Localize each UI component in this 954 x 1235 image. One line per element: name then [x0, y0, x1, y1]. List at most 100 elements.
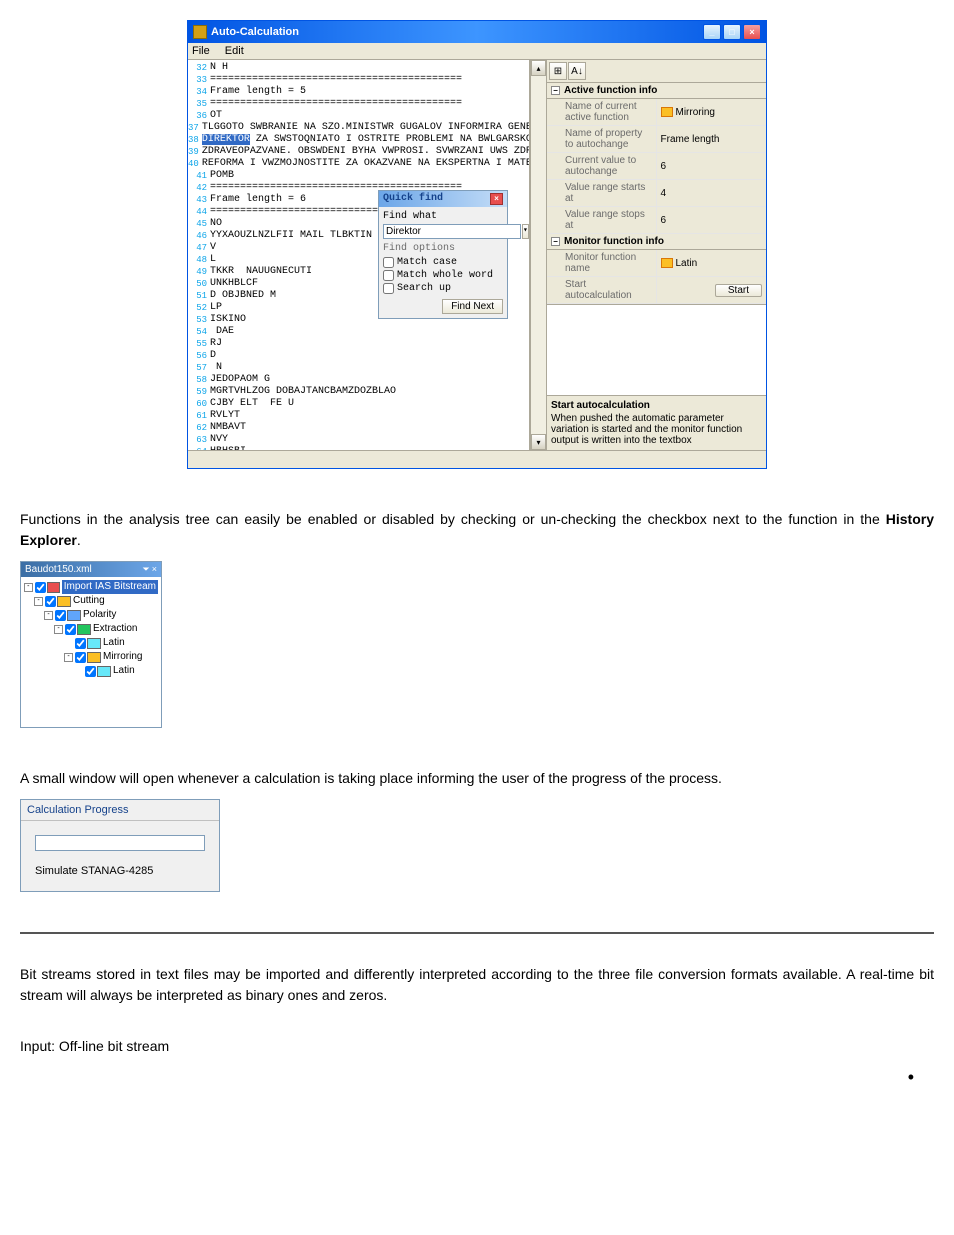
- prop-value[interactable]: Start: [657, 277, 767, 303]
- find-dropdown-button[interactable]: ▾: [522, 224, 529, 239]
- prop-row[interactable]: Monitor function nameLatin: [547, 250, 766, 277]
- tree-node-icon: [47, 582, 60, 593]
- line-number: 36: [188, 110, 210, 122]
- prop-value[interactable]: Latin: [657, 250, 767, 276]
- collapse-icon[interactable]: −: [551, 86, 560, 95]
- line-text: Frame length = 5: [210, 86, 529, 98]
- tree-toggle-icon[interactable]: -: [24, 583, 33, 592]
- editor-pane[interactable]: 32N H33=================================…: [188, 60, 530, 450]
- prop-category-active[interactable]: − Active function info: [547, 83, 766, 99]
- tree-checkbox[interactable]: [45, 596, 56, 607]
- editor-line[interactable]: 63NVY: [188, 434, 529, 446]
- tree-item[interactable]: -Mirroring: [24, 650, 158, 664]
- prop-row[interactable]: Start autocalculation Start: [547, 277, 766, 304]
- prop-row[interactable]: Current value to autochange6: [547, 153, 766, 180]
- tree-toggle-icon[interactable]: -: [54, 625, 63, 634]
- line-number: 41: [188, 170, 210, 182]
- tree-toggle-icon[interactable]: -: [64, 653, 73, 662]
- prop-toolbar: ⊞ A↓: [547, 60, 766, 83]
- match-whole-check[interactable]: Match whole word: [383, 269, 503, 282]
- search-up-check[interactable]: Search up: [383, 282, 503, 295]
- editor-line[interactable]: 32N H: [188, 62, 529, 74]
- maximize-button[interactable]: □: [723, 24, 741, 40]
- prop-row[interactable]: Name of property to autochangeFrame leng…: [547, 126, 766, 153]
- property-pane: ⊞ A↓ − Active function info Name of curr…: [546, 60, 766, 450]
- tree-checkbox[interactable]: [55, 610, 66, 621]
- prop-category-monitor[interactable]: − Monitor function info: [547, 234, 766, 250]
- tree-body[interactable]: -Import IAS Bitstream-Cutting-Polarity-E…: [21, 577, 161, 727]
- editor-line[interactable]: 35======================================…: [188, 98, 529, 110]
- tree-label: Cutting: [73, 594, 105, 608]
- editor-scrollbar[interactable]: ▴ ▾: [530, 60, 546, 450]
- tree-toggle-icon[interactable]: -: [44, 611, 53, 620]
- tree-checkbox[interactable]: [65, 624, 76, 635]
- menubar: File Edit: [188, 43, 766, 60]
- tree-checkbox[interactable]: [75, 638, 86, 649]
- tree-checkbox[interactable]: [35, 582, 46, 593]
- start-button[interactable]: Start: [715, 284, 762, 297]
- editor-line[interactable]: 56D: [188, 350, 529, 362]
- scroll-down-button[interactable]: ▾: [531, 434, 546, 450]
- editor-line[interactable]: 58JEDOPAOM G: [188, 374, 529, 386]
- prop-value[interactable]: 6: [657, 207, 767, 233]
- tree-node-icon: [77, 624, 91, 635]
- close-button[interactable]: ×: [743, 24, 761, 40]
- find-next-button[interactable]: Find Next: [442, 299, 503, 314]
- editor-line[interactable]: 39ZDRAVEOPAZVANE. OBSWDENI BYHA VWPROSI.…: [188, 146, 529, 158]
- sort-category-button[interactable]: ⊞: [549, 62, 567, 80]
- match-case-check[interactable]: Match case: [383, 256, 503, 269]
- prop-value[interactable]: 4: [657, 180, 767, 206]
- tree-close-icon[interactable]: ×: [152, 564, 157, 575]
- editor-line[interactable]: 34Frame length = 5: [188, 86, 529, 98]
- prop-row[interactable]: Value range stops at6: [547, 207, 766, 234]
- tree-item[interactable]: -Extraction: [24, 622, 158, 636]
- editor-line[interactable]: 41POMB: [188, 170, 529, 182]
- editor-line[interactable]: 33======================================…: [188, 74, 529, 86]
- prop-key: Name of current active function: [547, 99, 657, 125]
- editor-line[interactable]: 38DIREKTOR ZA SWSTOQNIATO I OSTRITE PROB…: [188, 134, 529, 146]
- menu-file[interactable]: File: [192, 45, 210, 57]
- editor-line[interactable]: 37TLGGOTO SWBRANIE NA SZO.MINISTWR GUGAL…: [188, 122, 529, 134]
- progress-bar: [35, 835, 205, 851]
- tree-item[interactable]: -Polarity: [24, 608, 158, 622]
- tree-toggle-icon[interactable]: -: [34, 597, 43, 606]
- titlebar[interactable]: Auto-Calculation _ □ ×: [188, 21, 766, 43]
- prop-row[interactable]: Value range starts at4: [547, 180, 766, 207]
- prop-row[interactable]: Name of current active functionMirroring: [547, 99, 766, 126]
- line-text: DIREKTOR ZA SWSTOQNIATO I OSTRITE PROBLE…: [202, 134, 530, 146]
- line-text: ========================================…: [210, 74, 529, 86]
- prop-value[interactable]: Mirroring: [657, 99, 767, 125]
- quick-find-close-button[interactable]: ×: [490, 193, 503, 205]
- line-number: 37: [188, 122, 202, 134]
- editor-line[interactable]: 54 DAE: [188, 326, 529, 338]
- minimize-button[interactable]: _: [703, 24, 721, 40]
- editor-line[interactable]: 62NMBAVT: [188, 422, 529, 434]
- tree-item[interactable]: Latin: [24, 636, 158, 650]
- editor-line[interactable]: 59MGRTVHLZOG DOBAJTANCBAMZDOZBLAO: [188, 386, 529, 398]
- line-text: HBHSBI: [210, 446, 529, 450]
- prop-value[interactable]: 6: [657, 153, 767, 179]
- editor-line[interactable]: 36OT: [188, 110, 529, 122]
- sort-alpha-button[interactable]: A↓: [568, 62, 586, 80]
- find-input[interactable]: [383, 224, 521, 239]
- collapse-icon[interactable]: −: [551, 237, 560, 246]
- editor-line[interactable]: 55RJ: [188, 338, 529, 350]
- tree-item[interactable]: Latin: [24, 664, 158, 678]
- editor-line[interactable]: 64HBHSBI: [188, 446, 529, 450]
- editor-line[interactable]: 60CJBY ELT FE U: [188, 398, 529, 410]
- prop-value[interactable]: Frame length: [657, 126, 767, 152]
- scroll-up-button[interactable]: ▴: [531, 60, 546, 76]
- editor-line[interactable]: 61RVLYT: [188, 410, 529, 422]
- tree-item[interactable]: -Import IAS Bitstream: [24, 580, 158, 594]
- tree-checkbox[interactable]: [75, 652, 86, 663]
- tree-checkbox[interactable]: [85, 666, 96, 677]
- pin-icon[interactable]: ⏷: [143, 564, 150, 575]
- line-text: N: [210, 362, 529, 374]
- editor-line[interactable]: 57 N: [188, 362, 529, 374]
- menu-edit[interactable]: Edit: [225, 45, 244, 57]
- history-explorer-title[interactable]: Baudot150.xml ⏷ ×: [21, 562, 161, 577]
- quick-find-title[interactable]: Quick find ×: [379, 191, 507, 207]
- editor-line[interactable]: 40REFORMA I VWZMOJNOSTITE ZA OKAZVANE NA…: [188, 158, 529, 170]
- prop-key: Start autocalculation: [547, 277, 657, 303]
- tree-item[interactable]: - Cutting: [24, 594, 158, 608]
